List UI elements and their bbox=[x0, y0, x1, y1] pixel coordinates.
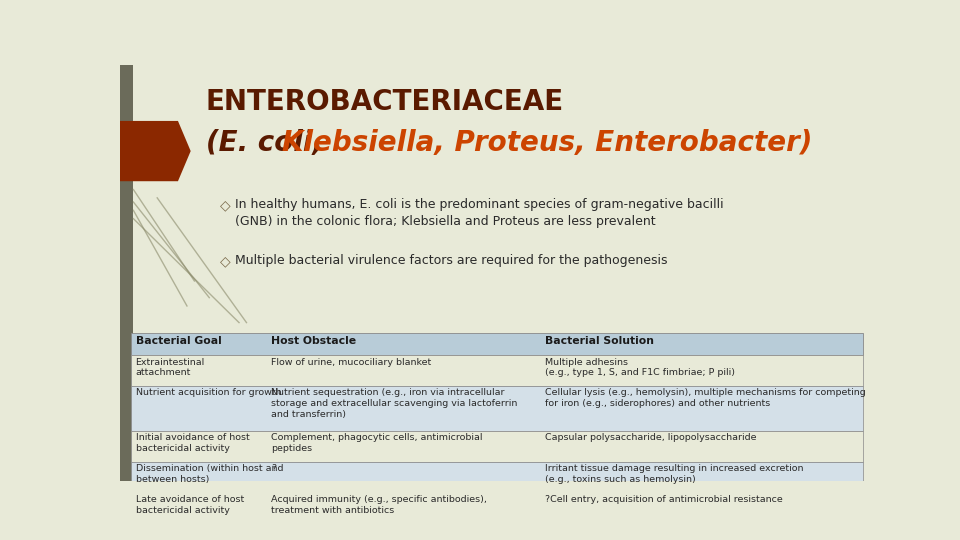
Text: Host Obstacle: Host Obstacle bbox=[271, 336, 356, 346]
Text: (E. coli,: (E. coli, bbox=[205, 129, 332, 157]
Text: Flow of urine, mucociliary blanket: Flow of urine, mucociliary blanket bbox=[271, 357, 431, 367]
Text: Cellular lysis (e.g., hemolysin), multiple mechanisms for competing
for iron (e.: Cellular lysis (e.g., hemolysin), multip… bbox=[545, 388, 866, 408]
Text: ?Cell entry, acquisition of antimicrobial resistance: ?Cell entry, acquisition of antimicrobia… bbox=[545, 495, 783, 504]
Text: Late avoidance of host
bactericidal activity: Late avoidance of host bactericidal acti… bbox=[135, 495, 244, 515]
FancyBboxPatch shape bbox=[132, 386, 862, 431]
Text: Nutrient acquisition for growth: Nutrient acquisition for growth bbox=[135, 388, 281, 397]
Text: Bacterial Solution: Bacterial Solution bbox=[545, 336, 654, 346]
Polygon shape bbox=[120, 121, 191, 181]
FancyBboxPatch shape bbox=[120, 65, 133, 481]
Text: ENTEROBACTERIACEAE: ENTEROBACTERIACEAE bbox=[205, 87, 564, 116]
Text: Extraintestinal
attachment: Extraintestinal attachment bbox=[135, 357, 204, 377]
Text: Initial avoidance of host
bactericidal activity: Initial avoidance of host bactericidal a… bbox=[135, 433, 250, 453]
Text: Klebsiella, Proteus, Enterobacter): Klebsiella, Proteus, Enterobacter) bbox=[282, 129, 812, 157]
Text: Multiple adhesins
(e.g., type 1, S, and F1C fimbriae; P pili): Multiple adhesins (e.g., type 1, S, and … bbox=[545, 357, 735, 377]
Text: ?: ? bbox=[271, 464, 276, 473]
FancyBboxPatch shape bbox=[132, 355, 862, 386]
Text: Bacterial Goal: Bacterial Goal bbox=[135, 336, 222, 346]
Text: Multiple bacterial virulence factors are required for the pathogenesis: Multiple bacterial virulence factors are… bbox=[235, 254, 668, 267]
FancyBboxPatch shape bbox=[132, 492, 862, 523]
FancyBboxPatch shape bbox=[132, 431, 862, 462]
Text: Acquired immunity (e.g., specific antibodies),
treatment with antibiotics: Acquired immunity (e.g., specific antibo… bbox=[271, 495, 487, 515]
Text: Capsular polysaccharide, lipopolysaccharide: Capsular polysaccharide, lipopolysacchar… bbox=[545, 433, 756, 442]
Text: Irritant tissue damage resulting in increased excretion
(e.g., toxins such as he: Irritant tissue damage resulting in incr… bbox=[545, 464, 804, 484]
Text: In healthy humans, E. coli is the predominant species of gram-negative bacilli
(: In healthy humans, E. coli is the predom… bbox=[235, 198, 724, 228]
Text: Complement, phagocytic cells, antimicrobial
peptides: Complement, phagocytic cells, antimicrob… bbox=[271, 433, 483, 453]
FancyBboxPatch shape bbox=[132, 462, 862, 492]
Text: ◇: ◇ bbox=[221, 198, 231, 212]
Text: ◇: ◇ bbox=[221, 254, 231, 268]
FancyBboxPatch shape bbox=[132, 333, 862, 355]
Text: Dissemination (within host and
between hosts): Dissemination (within host and between h… bbox=[135, 464, 283, 484]
Text: Nutrient sequestration (e.g., iron via intracellular
storage and extracellular s: Nutrient sequestration (e.g., iron via i… bbox=[271, 388, 517, 419]
